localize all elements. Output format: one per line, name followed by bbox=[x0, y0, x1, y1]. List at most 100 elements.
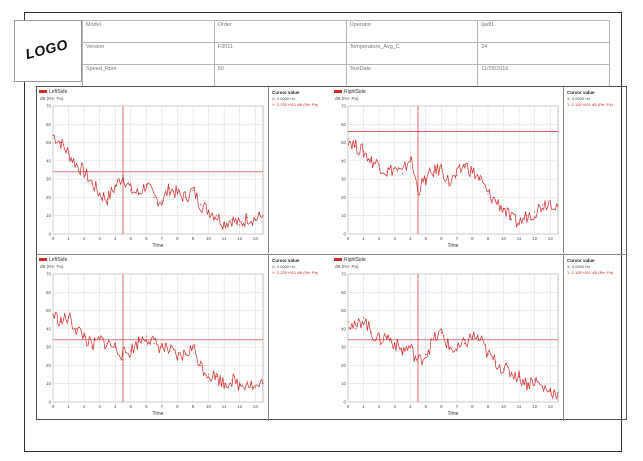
data-trace bbox=[52, 311, 264, 391]
data-point bbox=[401, 173, 404, 175]
data-point bbox=[262, 215, 264, 217]
chart-panel: LeftSide dB (Re: Pa) 0 1 2 3 4 5 6 7 8 9 10 11 12 13 0 10… bbox=[37, 87, 332, 253]
data-point bbox=[495, 200, 497, 202]
x-tick-label: 12 bbox=[237, 404, 243, 409]
y-unit-label: dB (Re: Pa) bbox=[335, 264, 359, 269]
data-point bbox=[526, 215, 528, 217]
x-tick-label: 1 bbox=[362, 404, 365, 409]
x-tick-label: 2 bbox=[83, 404, 86, 409]
data-point bbox=[541, 386, 544, 388]
cursor-info-title: Cursor value bbox=[567, 90, 595, 95]
data-point bbox=[409, 156, 411, 158]
data-point bbox=[432, 171, 435, 173]
cursor-x-value: X: 0.0000 Hz bbox=[567, 264, 591, 269]
y-unit-label: dB (Re: Pa) bbox=[40, 264, 64, 269]
x-tick-label: 0 bbox=[52, 236, 55, 241]
data-point bbox=[425, 178, 427, 180]
y-tick-label: 60 bbox=[341, 122, 347, 127]
y-tick-label: 20 bbox=[46, 195, 52, 200]
data-point bbox=[215, 375, 217, 377]
data-point bbox=[362, 317, 365, 319]
meta-label: Model bbox=[82, 20, 215, 43]
y-tick-label: 20 bbox=[341, 363, 347, 368]
data-point bbox=[153, 342, 155, 345]
x-tick-label: 9 bbox=[487, 236, 490, 241]
cursor-x-value: X: 0.0000 Hz bbox=[567, 96, 591, 101]
meta-value: F3011 bbox=[213, 42, 347, 65]
data-point bbox=[409, 346, 411, 348]
data-point bbox=[510, 218, 512, 220]
y-tick-label: 50 bbox=[341, 308, 347, 313]
y-tick-label: 10 bbox=[341, 381, 347, 386]
y-tick-label: 40 bbox=[46, 158, 52, 163]
y-tick-label: 0 bbox=[343, 400, 346, 405]
data-point bbox=[145, 184, 147, 186]
x-tick-label: 0 bbox=[347, 236, 350, 241]
panel-title: LeftSide bbox=[39, 89, 67, 95]
x-tick-label: 2 bbox=[83, 236, 86, 241]
data-point bbox=[99, 193, 101, 195]
data-point bbox=[75, 328, 77, 330]
data-point bbox=[347, 320, 349, 323]
data-point bbox=[60, 141, 62, 144]
data-point bbox=[479, 178, 481, 180]
metadata-table: Model Order Operator ljadl1 Version F301… bbox=[82, 20, 610, 87]
plot-frame bbox=[52, 273, 264, 403]
meta-value: 50 bbox=[213, 64, 347, 87]
x-tick-label: 12 bbox=[237, 236, 243, 241]
y-tick-label: 40 bbox=[341, 158, 347, 163]
series-color-swatch bbox=[39, 258, 47, 262]
data-point bbox=[184, 353, 186, 356]
logo: LOGO bbox=[14, 20, 82, 82]
data-point bbox=[386, 335, 388, 337]
plot-frame bbox=[347, 105, 559, 235]
data-point bbox=[153, 196, 155, 199]
chart-area: LeftSide dB (Re: Pa) 0 1 2 3 4 5 6 7 8 9 10 11 12 13 0 10… bbox=[37, 255, 269, 421]
data-point bbox=[246, 216, 249, 219]
data-point bbox=[145, 335, 147, 337]
y-tick-label: 70 bbox=[341, 104, 347, 109]
chart-area: RightSide dB (Re: Pa) 0 1 2 3 4 5 6 7 8 9 10 11 12 13 0 1… bbox=[332, 87, 564, 253]
x-axis-label: Time bbox=[153, 411, 164, 417]
x-tick-label: 0 bbox=[347, 404, 350, 409]
y-tick-label: 70 bbox=[46, 272, 52, 277]
meta-label: Operator bbox=[345, 20, 479, 43]
data-point bbox=[137, 341, 140, 343]
x-tick-label: 13 bbox=[253, 236, 259, 241]
data-point bbox=[52, 134, 54, 136]
x-tick-label: 13 bbox=[548, 404, 554, 409]
x-tick-label: 8 bbox=[176, 404, 179, 409]
data-point bbox=[223, 222, 225, 224]
x-tick-label: 3 bbox=[98, 404, 101, 409]
data-point bbox=[161, 346, 163, 348]
data-point bbox=[440, 167, 442, 169]
data-point bbox=[502, 207, 505, 209]
x-tick-label: 12 bbox=[532, 236, 538, 241]
data-point bbox=[526, 383, 528, 385]
y-tick-label: 30 bbox=[46, 345, 52, 350]
y-tick-label: 70 bbox=[46, 104, 52, 109]
meta-value: 24 bbox=[477, 42, 610, 65]
y-tick-label: 20 bbox=[341, 195, 347, 200]
y-tick-label: 30 bbox=[46, 177, 52, 182]
x-tick-label: 10 bbox=[206, 236, 212, 241]
x-tick-label: 1 bbox=[67, 236, 70, 241]
cursor-y-value: Y: 2.10E+001 dB (Re: Pa) bbox=[567, 270, 614, 275]
data-point bbox=[534, 211, 536, 213]
data-point bbox=[417, 189, 419, 191]
panel-title: RightSide bbox=[334, 257, 366, 263]
panel-title-text: LeftSide bbox=[49, 257, 68, 263]
data-point bbox=[239, 224, 241, 226]
x-tick-label: 13 bbox=[253, 404, 259, 409]
y-tick-label: 0 bbox=[343, 232, 346, 237]
data-point bbox=[378, 339, 380, 341]
panel-title: LeftSide bbox=[39, 257, 67, 263]
data-point bbox=[471, 171, 474, 173]
panel-title-text: RightSide bbox=[344, 257, 366, 263]
data-point bbox=[52, 313, 54, 315]
